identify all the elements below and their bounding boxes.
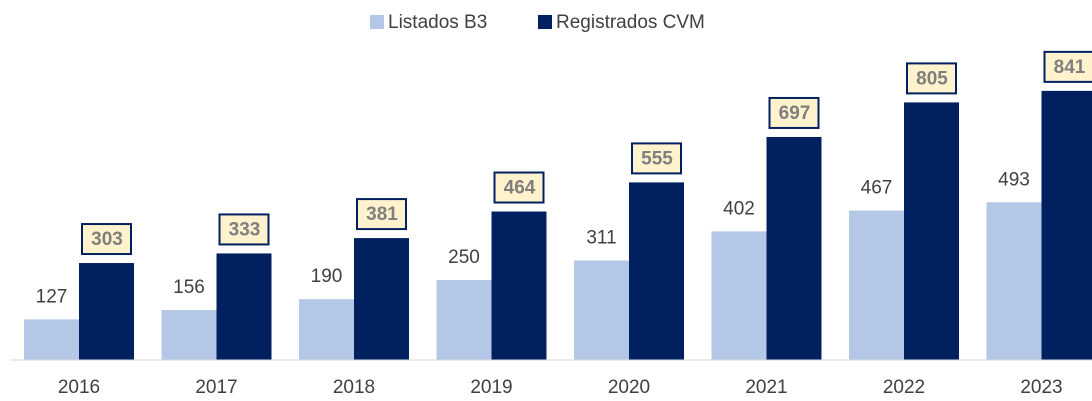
data-label: 841 bbox=[1054, 57, 1086, 78]
label-box bbox=[906, 62, 957, 95]
data-label: 381 bbox=[366, 204, 398, 225]
bar bbox=[766, 136, 822, 360]
x-tick-label: 2020 bbox=[608, 377, 650, 398]
bar bbox=[904, 102, 959, 361]
label-box bbox=[1043, 50, 1092, 83]
bar bbox=[161, 310, 217, 360]
bar bbox=[354, 238, 409, 360]
bar bbox=[711, 231, 767, 360]
label-box bbox=[218, 213, 270, 246]
x-tick-label: 2017 bbox=[195, 377, 237, 398]
bar bbox=[1041, 90, 1092, 360]
bar bbox=[629, 182, 684, 360]
x-tick-label: 2016 bbox=[58, 377, 100, 398]
data-label: 156 bbox=[173, 277, 205, 298]
bar bbox=[299, 299, 354, 360]
data-label: 555 bbox=[641, 148, 673, 169]
x-tick-label: 2023 bbox=[1020, 377, 1062, 398]
bar bbox=[491, 211, 547, 360]
legend-swatch bbox=[538, 15, 552, 29]
data-label: 402 bbox=[723, 198, 755, 219]
bar bbox=[24, 319, 79, 360]
data-label: 303 bbox=[91, 229, 123, 250]
label-box bbox=[631, 142, 682, 175]
legend-label: Registrados CVM bbox=[556, 12, 705, 33]
bar bbox=[436, 280, 492, 360]
legend-label: Listados B3 bbox=[388, 12, 487, 33]
legend-swatch bbox=[370, 15, 384, 29]
data-label: 311 bbox=[586, 227, 616, 248]
data-label: 467 bbox=[861, 178, 893, 199]
data-label: 250 bbox=[448, 247, 480, 268]
label-box bbox=[81, 223, 132, 256]
data-label: 464 bbox=[504, 178, 536, 199]
x-tick-label: 2022 bbox=[883, 377, 925, 398]
data-label: 805 bbox=[916, 68, 948, 89]
bar bbox=[79, 263, 134, 360]
data-label: 493 bbox=[998, 169, 1030, 190]
data-label: 333 bbox=[229, 219, 261, 240]
x-tick-label: 2021 bbox=[745, 377, 787, 398]
x-tick-label: 2018 bbox=[333, 377, 375, 398]
label-box bbox=[356, 198, 407, 231]
x-tick-label: 2019 bbox=[470, 377, 512, 398]
label-box bbox=[493, 171, 545, 204]
data-label: 127 bbox=[36, 286, 68, 307]
bar bbox=[986, 202, 1042, 360]
data-label: 190 bbox=[311, 266, 343, 287]
bar bbox=[574, 260, 629, 360]
data-label: 697 bbox=[779, 103, 811, 124]
bar bbox=[849, 210, 904, 360]
bar bbox=[216, 253, 272, 360]
label-box bbox=[768, 96, 820, 129]
